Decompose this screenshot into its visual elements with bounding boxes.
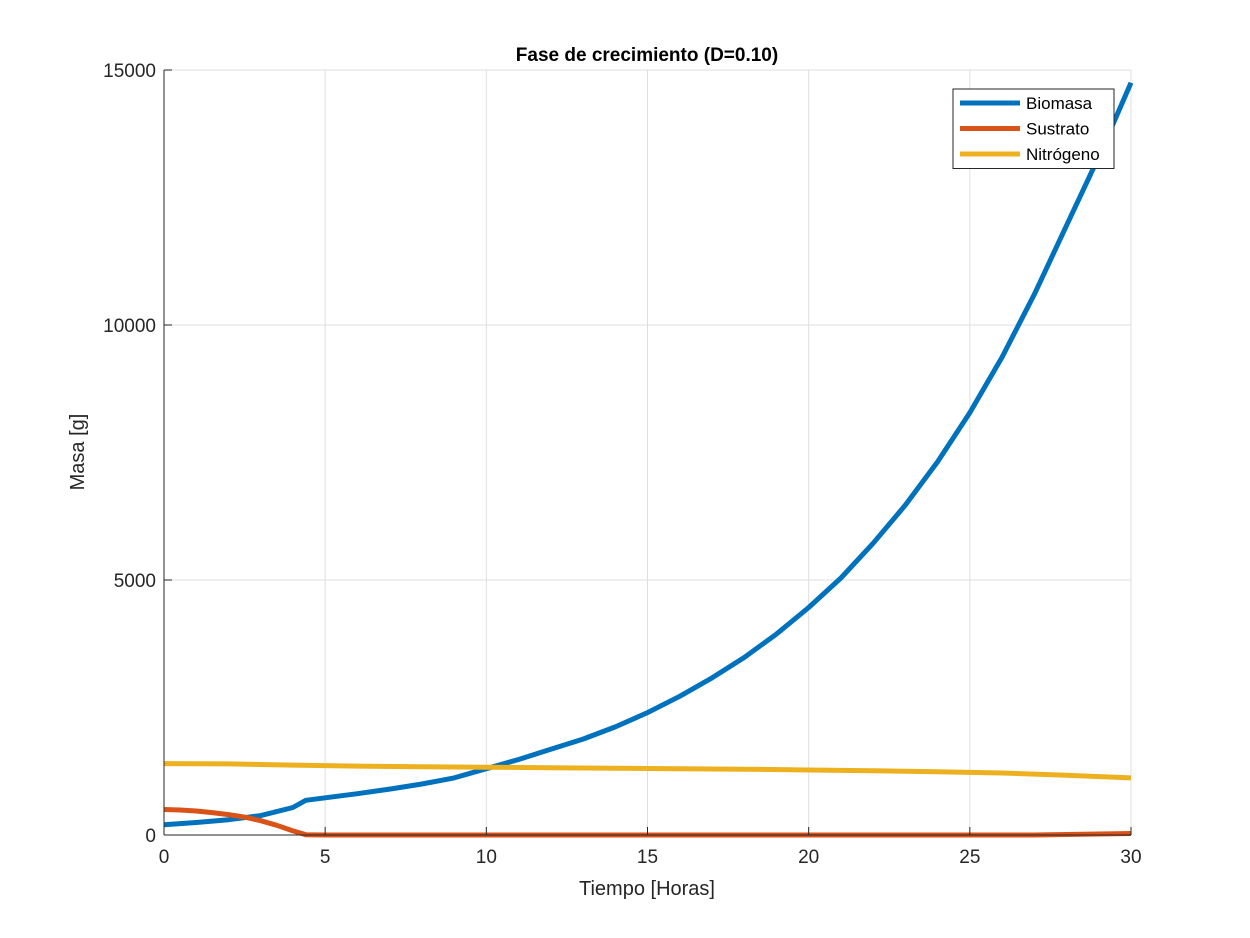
- legend-label-sustrato: Sustrato: [1026, 120, 1089, 139]
- y-tick-label: 0: [145, 826, 156, 847]
- chart-title: Fase de crecimiento (D=0.10): [516, 45, 778, 66]
- x-tick-label: 15: [637, 847, 658, 868]
- x-tick-label: 10: [476, 847, 497, 868]
- plot-area: 0 5 10 15 20 25 30 0 5000 10000 15000: [103, 61, 1141, 868]
- y-axis-label: Masa [g]: [67, 414, 89, 491]
- x-tick-label: 25: [959, 847, 980, 868]
- x-tick-label: 0: [159, 847, 170, 868]
- legend[interactable]: Biomasa Sustrato Nitrógeno: [952, 88, 1115, 169]
- legend-label-nitrogeno: Nitrógeno: [1026, 145, 1100, 164]
- series-line-biomasa: [163, 81, 1134, 828]
- legend-items: Biomasa Sustrato Nitrógeno: [960, 94, 1100, 164]
- x-tick-label: 30: [1120, 847, 1141, 868]
- y-tick-label: 5000: [114, 571, 156, 592]
- x-ticks: 0 5 10 15 20 25 30: [159, 827, 1142, 868]
- x-tick-label: 20: [798, 847, 819, 868]
- y-tick-label: 10000: [103, 316, 156, 337]
- x-tick-label: 5: [320, 847, 331, 868]
- series-line-nitrogeno: [163, 761, 1132, 781]
- y-tick-label: 15000: [103, 61, 156, 82]
- y-ticks: 0 5000 10000 15000: [103, 61, 172, 847]
- x-axis-label: Tiempo [Horas]: [579, 878, 715, 900]
- legend-label-biomasa: Biomasa: [1026, 94, 1093, 113]
